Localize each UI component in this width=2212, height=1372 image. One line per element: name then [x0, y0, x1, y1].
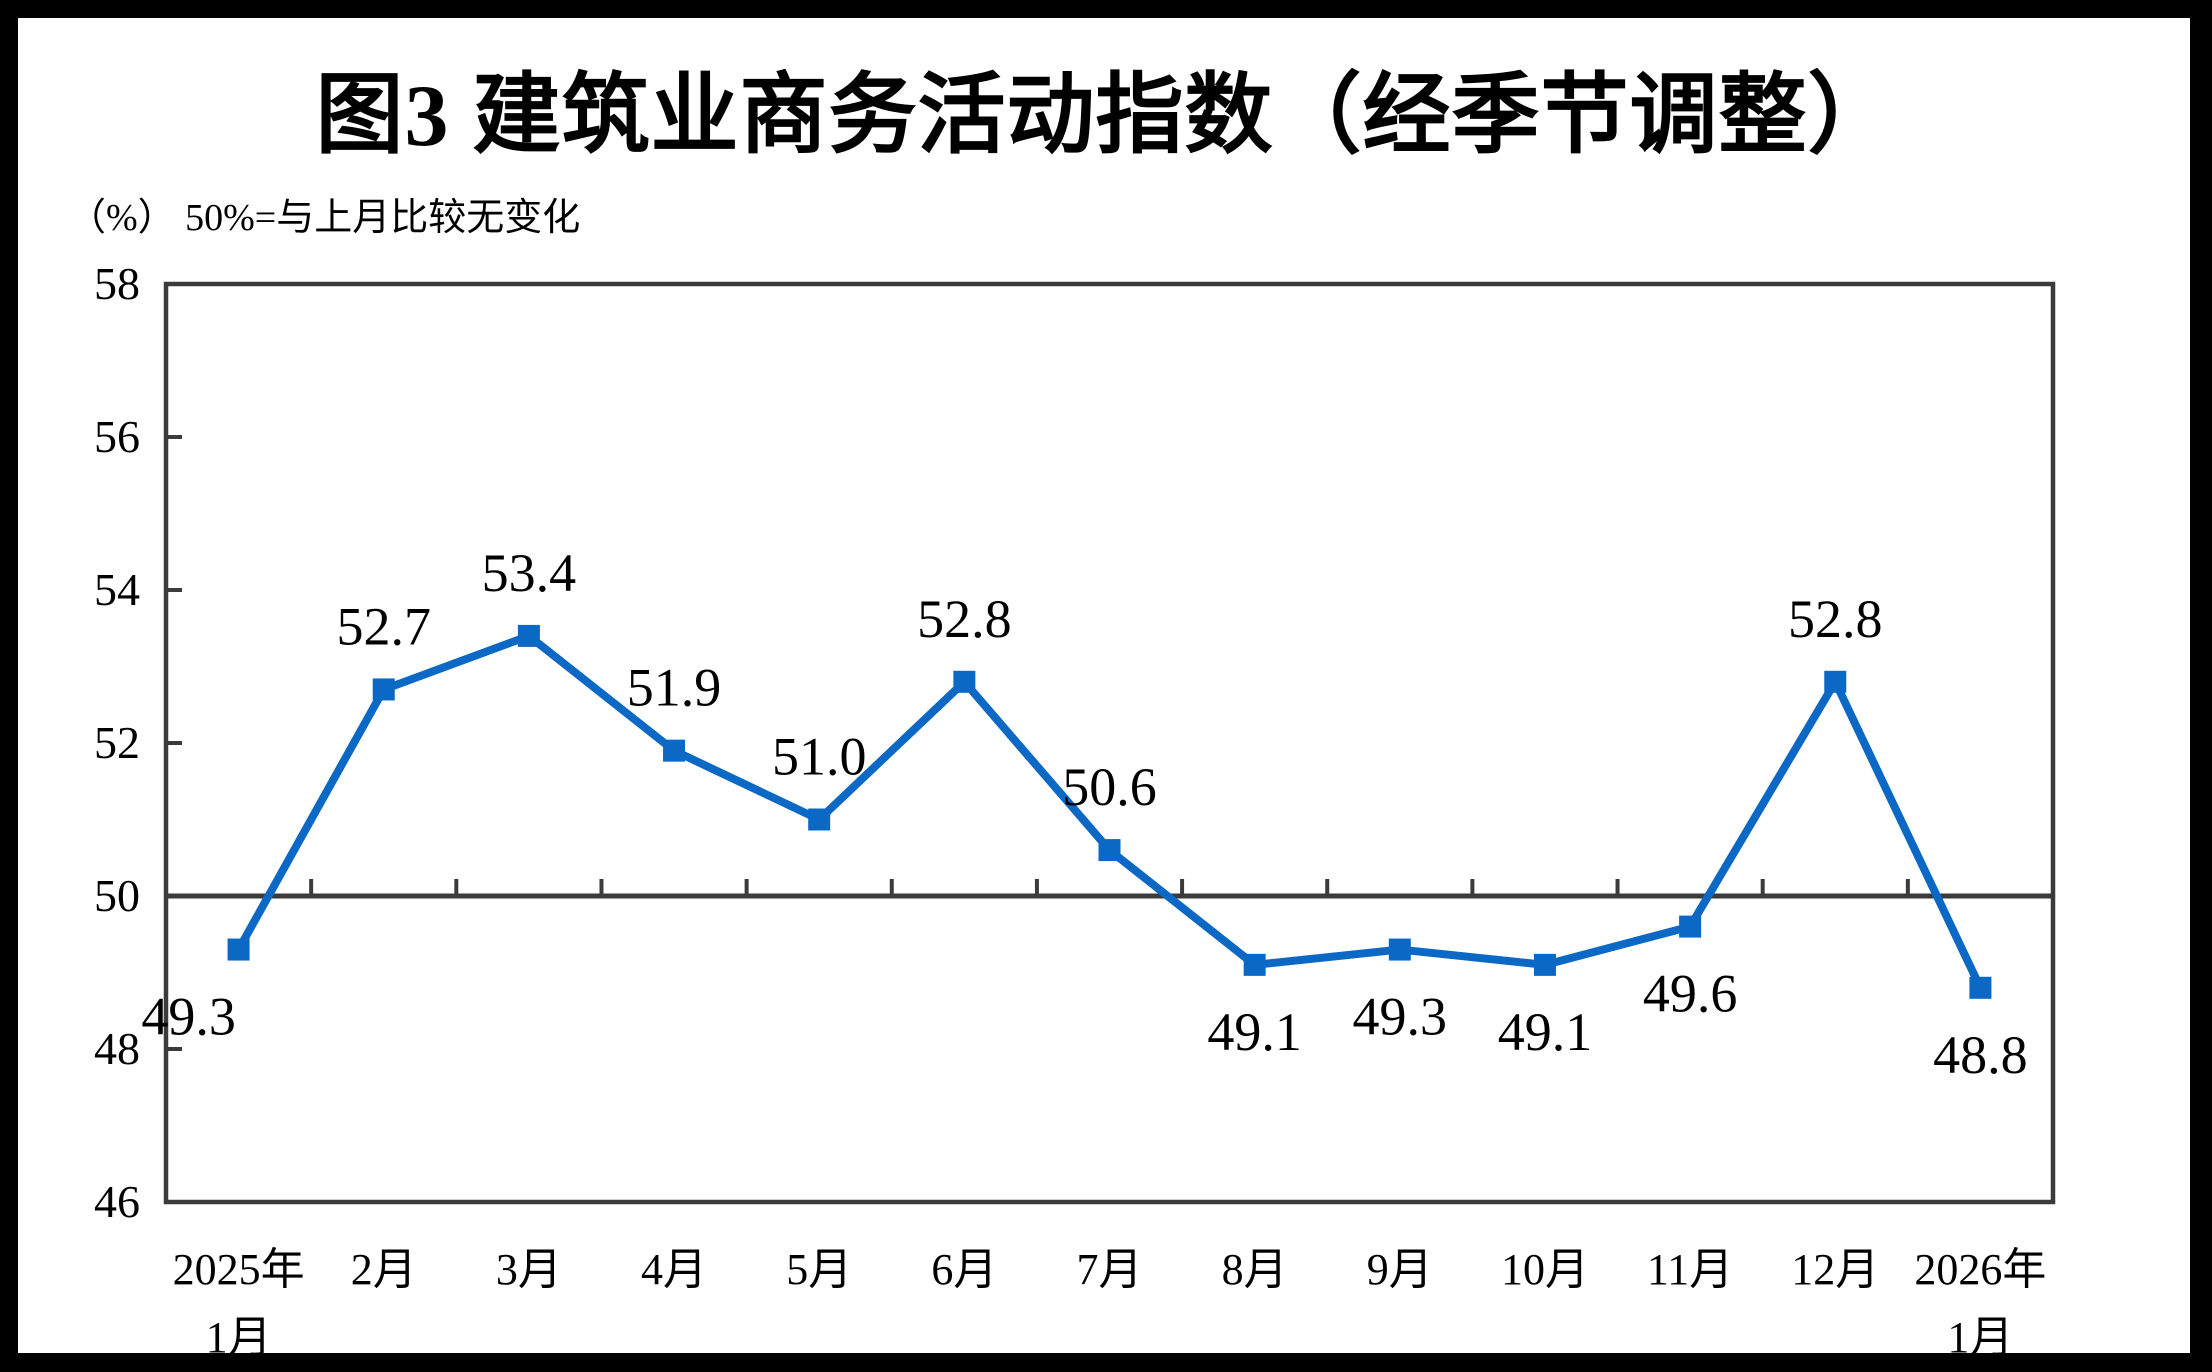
data-label: 49.6 [1643, 964, 1738, 1024]
x-axis-label: 2025年 [173, 1245, 305, 1294]
data-point-marker [1824, 670, 1847, 693]
data-point-marker [1679, 915, 1702, 938]
data-point-marker [517, 624, 540, 647]
data-point-marker [1533, 953, 1556, 976]
data-label: 49.1 [1498, 1002, 1593, 1062]
x-axis-label: 7月 [1077, 1245, 1143, 1294]
y-axis-label: 56 [94, 411, 140, 462]
x-axis-label: 8月 [1222, 1245, 1288, 1294]
y-axis-label: 54 [94, 564, 140, 615]
x-axis-label: 11月 [1647, 1245, 1733, 1294]
x-axis-label-line2: 1月 [1947, 1313, 2013, 1362]
data-point-marker [1243, 953, 1266, 976]
data-label: 52.8 [1788, 589, 1883, 649]
x-axis-label-line2: 1月 [206, 1313, 272, 1362]
x-axis-label: 2月 [351, 1245, 417, 1294]
data-point-marker [808, 808, 831, 831]
chart-title: 图3 建筑业商务活动指数（经季节调整） [315, 68, 1897, 165]
plot-border [163, 281, 2056, 1205]
data-label: 48.8 [1933, 1025, 2028, 1085]
data-label: 53.4 [482, 543, 577, 603]
data-point-marker [1098, 839, 1121, 862]
data-label: 52.8 [917, 589, 1012, 649]
x-axis-label: 3月 [496, 1245, 562, 1294]
y-axis-label: 46 [94, 1176, 140, 1227]
data-point-marker [372, 678, 395, 701]
data-label: 52.7 [336, 596, 431, 656]
data-label: 51.9 [627, 658, 722, 718]
y-axis-label: 48 [94, 1023, 140, 1074]
y-axis-label: 52 [94, 717, 140, 768]
x-axis-label: 2026年 [1914, 1245, 2046, 1294]
data-point-marker [663, 739, 686, 762]
data-point-marker [1969, 976, 1992, 999]
y-axis-label: 58 [94, 258, 140, 309]
data-label: 49.3 [141, 987, 236, 1047]
x-axis-label: 10月 [1501, 1245, 1589, 1294]
x-axis-label: 6月 [931, 1245, 997, 1294]
x-axis-label: 5月 [786, 1245, 852, 1294]
data-label: 49.1 [1207, 1002, 1302, 1062]
data-point-marker [953, 670, 976, 693]
axis-unit-note: （%） 50%=与上月比较无变化 [68, 197, 581, 239]
x-axis-label: 12月 [1791, 1245, 1879, 1294]
data-point-marker [227, 938, 250, 961]
data-label: 50.6 [1062, 757, 1157, 817]
data-label: 51.0 [772, 727, 867, 787]
x-axis-label: 9月 [1367, 1245, 1433, 1294]
data-point-marker [1388, 938, 1411, 961]
y-axis-label: 50 [94, 870, 140, 921]
data-label: 49.3 [1353, 987, 1448, 1047]
x-axis-label: 4月 [641, 1245, 707, 1294]
